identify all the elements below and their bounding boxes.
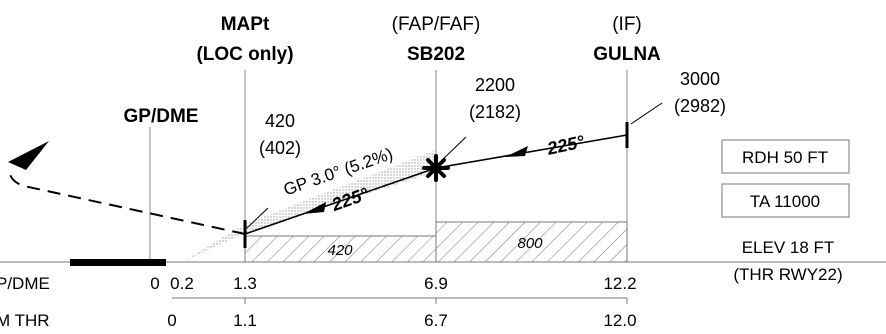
if-role: (IF) bbox=[612, 14, 642, 35]
faf-altitude-hat: (2182) bbox=[469, 102, 521, 122]
mapt-altitude-leader bbox=[246, 207, 269, 229]
faf-altitude-leader bbox=[439, 136, 467, 163]
intermediate-track-arrow bbox=[505, 146, 528, 157]
final-segment-line bbox=[244, 167, 437, 235]
ta-label: TA 11000 bbox=[750, 192, 820, 211]
rdh-box bbox=[721, 139, 850, 174]
gp-dme-scale-value: 0 bbox=[150, 274, 159, 293]
runway-bar bbox=[70, 259, 166, 266]
thr-scale-label: M THR bbox=[0, 311, 50, 330]
missed-approach-arrow bbox=[8, 141, 49, 170]
glidepath-shading bbox=[182, 150, 436, 262]
gp-dme-scale-value: 0.2 bbox=[170, 274, 194, 293]
thr-scale-value: 12.0 bbox=[603, 311, 636, 330]
mapt-subtitle: (LOC only) bbox=[196, 44, 293, 65]
elevation-label: ELEV 18 FT bbox=[742, 238, 835, 257]
thr-scale-value: 1.1 bbox=[233, 311, 257, 330]
final-track-arrow bbox=[303, 202, 326, 214]
mapt-title: MAPt bbox=[221, 14, 270, 35]
rdh-label: RDH 50 FT bbox=[742, 148, 828, 167]
faf-name: SB202 bbox=[407, 44, 465, 65]
threshold-label: (THR RWY22) bbox=[733, 265, 842, 284]
thr-scale-value: 6.7 bbox=[424, 311, 448, 330]
if-altitude: 3000 bbox=[680, 69, 720, 89]
ta-box bbox=[721, 183, 850, 218]
if-name: GULNA bbox=[593, 44, 661, 65]
if-altitude-leader bbox=[630, 102, 663, 125]
gp-dme-scale-value: 12.2 bbox=[603, 274, 636, 293]
faf-altitude: 2200 bbox=[475, 75, 515, 95]
gp-dme-scale-label: P/DME bbox=[0, 274, 50, 293]
mapt-altitude: 420 bbox=[265, 111, 295, 131]
minimum-altitude-420: 420 bbox=[327, 242, 353, 259]
final-course-label: 225° bbox=[328, 184, 371, 216]
gp-dme-scale-value: 6.9 bbox=[424, 274, 448, 293]
thr-scale-value: 0 bbox=[167, 311, 176, 330]
mapt-altitude-hat: (402) bbox=[259, 138, 301, 158]
if-altitude-hat: (2982) bbox=[674, 96, 726, 116]
faf-star-icon bbox=[422, 154, 450, 182]
intermediate-segment-line bbox=[435, 134, 628, 169]
gp-dme-label: GP/DME bbox=[124, 106, 199, 127]
faf-role: (FAP/FAF) bbox=[392, 14, 481, 35]
gp-dme-scale-value: 1.3 bbox=[233, 274, 257, 293]
intermediate-course-label: 225° bbox=[544, 131, 586, 159]
minimum-altitude-800: 800 bbox=[517, 235, 543, 252]
missed-approach-path bbox=[8, 167, 246, 235]
minimum-altitude-block-420 bbox=[244, 235, 437, 263]
